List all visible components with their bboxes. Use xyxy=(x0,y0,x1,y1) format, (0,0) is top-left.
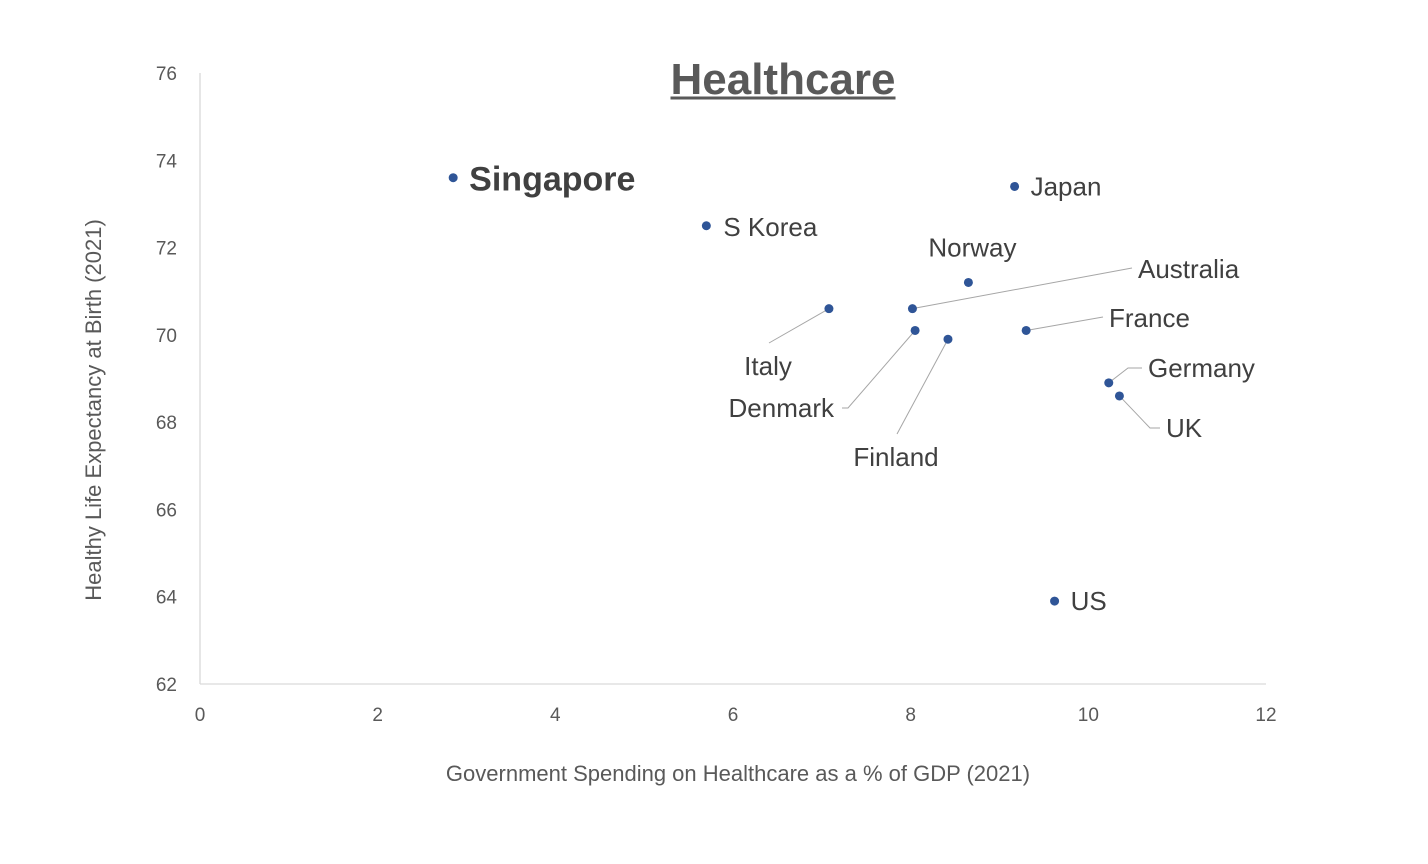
point-us xyxy=(1050,596,1060,606)
point-uk xyxy=(1114,391,1124,401)
leader-line-australia xyxy=(912,267,1133,310)
point-label-italy: Italy xyxy=(744,351,792,381)
leader-lines xyxy=(768,267,1160,435)
point-label-s-korea: S Korea xyxy=(723,212,817,242)
point-s-korea xyxy=(701,221,711,231)
x-tick-label: 2 xyxy=(372,705,383,726)
x-tick-label: 4 xyxy=(550,705,561,726)
point-label-norway: Norway xyxy=(928,232,1016,262)
x-axis-title: Government Spending on Healthcare as a %… xyxy=(446,761,1030,786)
y-tick-label: 76 xyxy=(156,64,177,85)
x-tick-label: 8 xyxy=(905,705,916,726)
point-label-singapore: Singapore xyxy=(469,161,635,199)
y-tick-label: 72 xyxy=(156,239,177,260)
x-tick-label: 0 xyxy=(195,705,206,726)
leader-line-germany xyxy=(1108,367,1142,384)
point-label-denmark: Denmark xyxy=(729,393,835,423)
point-label-japan: Japan xyxy=(1031,171,1102,201)
chart-title: Healthcare xyxy=(670,55,895,104)
x-axis-ticks: 0 2 4 6 8 10 12 xyxy=(195,705,1277,726)
y-tick-label: 74 xyxy=(156,151,178,172)
y-tick-label: 66 xyxy=(156,500,177,521)
y-tick-label: 68 xyxy=(156,413,177,434)
point-label-france: France xyxy=(1109,303,1190,333)
y-tick-label: 62 xyxy=(156,675,177,696)
y-tick-label: 70 xyxy=(156,326,177,347)
y-tick-label: 64 xyxy=(156,588,178,609)
point-japan xyxy=(1010,181,1020,191)
point-label-us: US xyxy=(1071,586,1107,616)
x-tick-label: 6 xyxy=(728,705,739,726)
y-axis-title: Healthy Life Expectancy at Birth (2021) xyxy=(81,219,106,601)
leader-line-finland xyxy=(896,338,949,435)
point-singapore xyxy=(448,173,458,183)
leader-line-italy xyxy=(768,308,830,344)
point-label-australia: Australia xyxy=(1138,254,1240,284)
point-australia xyxy=(907,304,917,314)
leader-line-uk xyxy=(1119,395,1160,429)
point-germany xyxy=(1104,378,1114,388)
point-denmark xyxy=(910,325,920,335)
data-points xyxy=(448,173,1124,606)
y-axis-ticks: 62 64 66 68 70 72 74 76 xyxy=(156,64,178,696)
point-label-germany: Germany xyxy=(1148,353,1255,383)
point-france xyxy=(1021,325,1031,335)
point-label-uk: UK xyxy=(1166,413,1203,443)
point-labels: Singapore S Korea Japan Norway Australia Ital… xyxy=(469,161,1255,616)
point-italy xyxy=(824,304,834,314)
leader-line-france xyxy=(1026,316,1104,331)
point-label-finland: Finland xyxy=(853,442,938,472)
x-tick-label: 10 xyxy=(1078,705,1099,726)
x-tick-label: 12 xyxy=(1255,705,1276,726)
leader-line-denmark xyxy=(842,330,916,409)
point-norway xyxy=(963,277,973,287)
point-finland xyxy=(943,334,953,344)
